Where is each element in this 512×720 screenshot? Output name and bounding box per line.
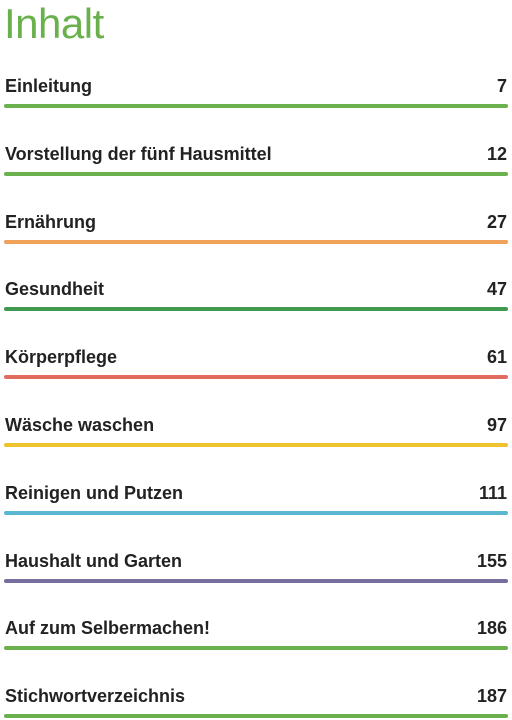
toc-entry-label: Auf zum Selbermachen! — [5, 618, 211, 639]
toc-entry-hausmittel[interactable]: Vorstellung der fünf Hausmittel 12 — [4, 136, 508, 204]
toc-entry-stichwort[interactable]: Stichwortverzeichnis 187 — [4, 678, 508, 720]
toc-entry-page: 111 — [478, 482, 507, 503]
toc-entry-haushalt[interactable]: Haushalt und Garten 155 — [4, 543, 508, 611]
toc-divider — [4, 171, 508, 176]
toc-entry-page: 187 — [476, 686, 507, 707]
toc-entry-label: Vorstellung der fünf Hausmittel — [5, 143, 272, 164]
toc-entry-koerperpflege[interactable]: Körperpflege 61 — [4, 339, 508, 407]
toc-entry-label: Gesundheit — [5, 279, 105, 300]
toc-divider — [4, 714, 508, 719]
toc-divider — [4, 375, 508, 380]
toc-entry-einleitung[interactable]: Einleitung 7 — [4, 68, 508, 136]
toc-entry-page: 97 — [486, 414, 507, 435]
toc-entry-waesche[interactable]: Wäsche waschen 97 — [4, 407, 508, 475]
toc-entry-page: 27 — [486, 211, 507, 232]
toc-entry-selbermachen[interactable]: Auf zum Selbermachen! 186 — [4, 610, 508, 678]
toc-entry-label: Ernährung — [5, 211, 97, 232]
toc-entry-page: 61 — [486, 347, 507, 368]
toc-divider — [4, 646, 508, 651]
toc-entry-label: Stichwortverzeichnis — [5, 686, 186, 707]
toc-entry-page: 186 — [476, 618, 507, 639]
toc-entry-gesundheit[interactable]: Gesundheit 47 — [4, 271, 508, 339]
toc-entry-page: 47 — [486, 279, 507, 300]
toc-entry-label: Einleitung — [5, 76, 92, 96]
toc-entry-label: Wäsche waschen — [5, 414, 155, 435]
toc-entry-page: 12 — [486, 143, 507, 164]
toc-entry-page: 7 — [496, 76, 507, 96]
toc-divider — [4, 104, 508, 108]
page-title: Inhalt — [4, 0, 104, 47]
toc-entry-ernaehrung[interactable]: Ernährung 27 — [4, 204, 508, 272]
toc-divider — [4, 510, 508, 515]
toc-entry-label: Körperpflege — [5, 347, 118, 368]
table-of-contents: Einleitung 7 Vorstellung der fünf Hausmi… — [4, 68, 508, 720]
toc-entry-reinigen[interactable]: Reinigen und Putzen 111 — [4, 475, 508, 543]
toc-divider — [4, 239, 508, 244]
toc-entry-page: 155 — [476, 550, 507, 571]
toc-entry-label: Reinigen und Putzen — [5, 482, 183, 503]
toc-divider — [4, 442, 508, 447]
toc-divider — [4, 578, 508, 583]
toc-entry-label: Haushalt und Garten — [5, 550, 183, 571]
toc-divider — [4, 307, 508, 312]
